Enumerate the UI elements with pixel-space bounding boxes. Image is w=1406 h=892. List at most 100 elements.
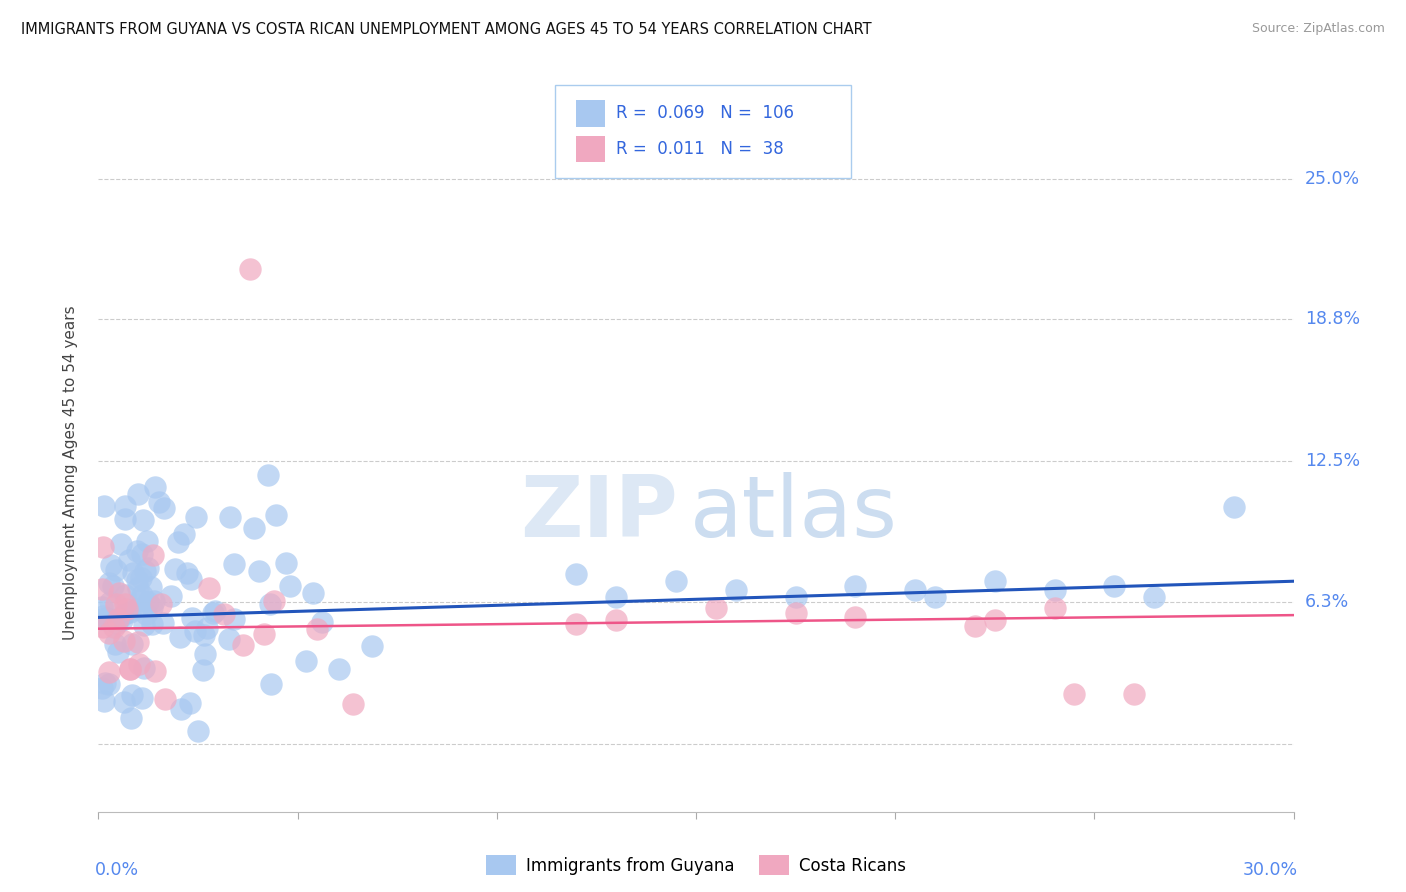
Point [91, 609, 114, 624]
Text: 18.8%: 18.8% [1305, 310, 1360, 328]
Point [127, 635, 149, 649]
Point [193, 628, 215, 642]
Point [232, 638, 254, 652]
Point [169, 630, 191, 644]
Text: R =  0.069   N =  106: R = 0.069 N = 106 [616, 104, 794, 122]
Point [361, 639, 384, 653]
Point [257, 467, 280, 482]
Point [165, 562, 187, 576]
Point [342, 697, 364, 711]
Point [159, 589, 181, 603]
Text: atlas: atlas [690, 472, 898, 555]
Point [93, 499, 115, 513]
Point [118, 605, 141, 619]
Point [152, 616, 174, 631]
Point [98, 595, 121, 609]
Point [904, 583, 927, 598]
Point [125, 573, 148, 587]
Point [1102, 579, 1125, 593]
Point [149, 597, 172, 611]
Point [247, 564, 270, 578]
Point [153, 692, 176, 706]
Point [665, 574, 688, 589]
Point [114, 597, 136, 611]
Point [170, 702, 193, 716]
Point [98, 575, 121, 590]
Point [302, 586, 325, 600]
Point [97, 626, 120, 640]
Point [307, 622, 329, 636]
Point [132, 618, 155, 632]
Point [128, 657, 150, 671]
Point [91, 620, 114, 634]
Point [173, 527, 195, 541]
Point [136, 594, 159, 608]
Point [1222, 500, 1246, 514]
Point [110, 537, 132, 551]
Point [239, 262, 262, 277]
Point [260, 676, 283, 690]
Point [193, 663, 215, 677]
Point [844, 610, 866, 624]
Point [91, 541, 114, 555]
Point [91, 600, 114, 615]
Point [924, 590, 946, 604]
Point [134, 661, 156, 675]
Point [128, 592, 150, 607]
Point [97, 610, 120, 624]
Point [129, 571, 152, 585]
Point [565, 616, 588, 631]
Point [125, 544, 148, 558]
Point [142, 548, 165, 562]
Point [785, 606, 807, 620]
Point [145, 480, 167, 494]
Point [1143, 590, 1166, 604]
Point [212, 607, 235, 622]
Point [117, 553, 139, 567]
Point [141, 617, 163, 632]
Point [97, 676, 120, 690]
Point [100, 558, 122, 572]
Point [104, 636, 127, 650]
Point [983, 574, 1005, 589]
Text: R =  0.011   N =  38: R = 0.011 N = 38 [616, 140, 783, 158]
Point [184, 624, 207, 639]
Point [166, 535, 188, 549]
Point [963, 619, 986, 633]
Point [194, 647, 217, 661]
Point [121, 566, 143, 580]
Point [187, 723, 209, 738]
Point [101, 579, 124, 593]
Text: 25.0%: 25.0% [1305, 170, 1360, 188]
Point [94, 675, 117, 690]
Point [132, 513, 155, 527]
Point [115, 606, 138, 620]
Point [983, 613, 1005, 627]
Point [1123, 687, 1146, 701]
Point [97, 665, 120, 680]
Point [141, 580, 163, 594]
Point [1043, 601, 1066, 615]
Point [176, 566, 198, 581]
Point [142, 594, 165, 608]
Point [114, 512, 136, 526]
Point [295, 654, 318, 668]
Text: 0.0%: 0.0% [94, 862, 139, 880]
Point [114, 499, 136, 513]
Point [264, 508, 287, 523]
Point [224, 557, 246, 571]
Point [93, 694, 115, 708]
Point [243, 521, 266, 535]
Point [153, 501, 176, 516]
Text: IMMIGRANTS FROM GUYANA VS COSTA RICAN UNEMPLOYMENT AMONG AGES 45 TO 54 YEARS COR: IMMIGRANTS FROM GUYANA VS COSTA RICAN UN… [21, 22, 872, 37]
Point [844, 579, 866, 593]
Point [274, 557, 297, 571]
Point [198, 582, 221, 596]
Point [112, 634, 135, 648]
Point [179, 697, 201, 711]
Y-axis label: Unemployment Among Ages 45 to 54 years: Unemployment Among Ages 45 to 54 years [63, 305, 77, 640]
Point [263, 594, 285, 608]
Point [785, 590, 807, 604]
Point [222, 611, 245, 625]
Point [103, 620, 125, 634]
